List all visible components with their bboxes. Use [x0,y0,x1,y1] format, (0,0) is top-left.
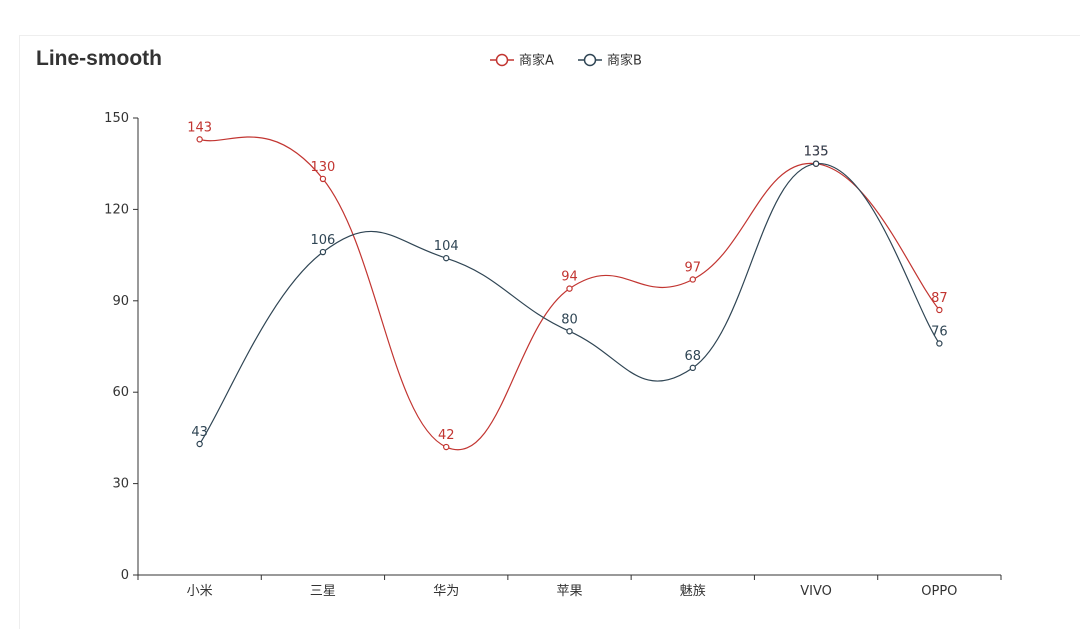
y-tick-label: 150 [104,111,129,126]
chart-panel [19,35,1080,629]
data-label: 43 [191,425,208,440]
data-point[interactable] [319,248,327,256]
y-tick-label: 30 [112,477,129,492]
legend-label: 商家A [519,53,554,69]
legend-label: 商家B [607,53,642,69]
y-tick-label: 0 [121,568,129,583]
legend[interactable]: 商家A 商家B [490,53,642,69]
x-tick-label: 华为 [433,584,459,599]
chart-title: Line-smooth [36,47,162,70]
data-point[interactable] [936,306,943,314]
data-point[interactable] [443,443,450,451]
x-tick-label: 小米 [187,584,213,599]
data-label: 104 [434,239,459,254]
series-line-1 [199,136,940,451]
data-label: 87 [931,291,948,306]
x-tick-label: 苹果 [556,584,582,599]
y-tick-label: 120 [104,202,129,217]
data-label: 80 [561,312,578,327]
data-point[interactable] [689,364,696,372]
data-label: 94 [561,270,578,285]
data-point[interactable] [566,285,573,292]
data-label: 135 [804,145,829,160]
data-label: 97 [685,260,702,275]
data-label: 68 [685,349,702,364]
data-label: 42 [438,428,455,443]
data-point[interactable] [689,276,696,283]
data-label: 135 [804,145,829,160]
x-tick-label: OPPO [921,584,957,599]
legend-item-2[interactable]: 商家B [578,53,642,69]
data-label: 106 [311,233,336,248]
data-label: 130 [311,160,336,175]
data-point[interactable] [566,328,573,335]
data-point[interactable] [812,160,820,167]
x-tick-label: 魅族 [680,583,706,599]
data-label: 143 [187,120,212,135]
x-tick-label: VIVO [800,584,832,599]
data-point[interactable] [319,175,327,183]
legend-marker [583,53,597,67]
data-point[interactable] [196,136,203,143]
legend-item-1[interactable]: 商家A [490,53,554,69]
series-line-2 [199,163,940,445]
data-point[interactable] [443,254,450,262]
series-layer [196,136,943,451]
legend-marker [495,53,509,67]
y-tick-label: 90 [112,294,129,309]
data-label: 76 [931,324,948,339]
axes: 0 30 60 90 120 150 小米 三星 华为 苹果 魅族 VIVO OPPO [104,111,1002,599]
data-point[interactable] [196,440,203,448]
x-tick-label: 三星 [310,584,336,599]
y-tick-label: 60 [112,385,129,400]
data-point[interactable] [936,340,943,347]
